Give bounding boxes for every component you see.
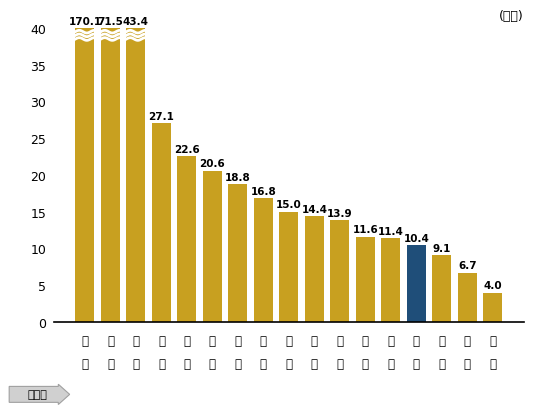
Text: 11.6: 11.6 <box>353 225 378 235</box>
Text: 71.5: 71.5 <box>98 17 123 27</box>
Text: 14.4: 14.4 <box>301 204 327 214</box>
Bar <box>305 216 324 322</box>
Text: 울: 울 <box>362 334 369 347</box>
Text: 170.1: 170.1 <box>69 17 102 27</box>
Bar <box>76 29 94 322</box>
Text: 경: 경 <box>82 334 89 347</box>
Text: 18.8: 18.8 <box>225 172 251 182</box>
Bar <box>279 212 299 322</box>
Bar <box>203 171 222 322</box>
Text: 주: 주 <box>311 357 318 370</box>
Text: 광: 광 <box>311 334 318 347</box>
Bar <box>177 157 197 322</box>
Text: 부: 부 <box>158 334 165 347</box>
Text: 남: 남 <box>234 357 241 370</box>
Text: 22.6: 22.6 <box>174 144 200 154</box>
Text: 제: 제 <box>489 334 496 347</box>
Text: 15.0: 15.0 <box>276 200 302 210</box>
Text: 경: 경 <box>260 334 267 347</box>
Text: 4.0: 4.0 <box>484 281 502 291</box>
Text: 경: 경 <box>184 334 191 347</box>
Text: 충: 충 <box>234 334 241 347</box>
Bar <box>483 293 502 322</box>
Text: 11.4: 11.4 <box>378 226 404 236</box>
FancyArrow shape <box>9 384 70 405</box>
Bar <box>356 237 375 322</box>
Text: 9.1: 9.1 <box>433 243 451 253</box>
Text: 서: 서 <box>107 334 114 347</box>
Text: 산: 산 <box>158 357 165 370</box>
Text: 구: 구 <box>209 357 216 370</box>
Text: 북: 북 <box>260 357 267 370</box>
Text: 북: 북 <box>336 357 343 370</box>
Text: 산: 산 <box>362 357 369 370</box>
Text: 대: 대 <box>209 334 216 347</box>
Text: 남: 남 <box>184 357 191 370</box>
Text: 인: 인 <box>132 334 139 347</box>
Bar <box>152 123 171 322</box>
Bar <box>228 184 247 322</box>
Text: 전: 전 <box>387 334 394 347</box>
Text: (만명): (만명) <box>499 10 524 23</box>
Text: 주: 주 <box>489 357 496 370</box>
Bar <box>126 29 145 322</box>
Text: 천: 천 <box>132 357 139 370</box>
Text: 10.4: 10.4 <box>403 234 429 244</box>
Text: 43.4: 43.4 <box>123 17 149 27</box>
Text: 13.9: 13.9 <box>327 208 353 218</box>
Text: 울: 울 <box>107 357 114 370</box>
Text: 16.8: 16.8 <box>251 187 276 197</box>
Text: 기: 기 <box>82 357 89 370</box>
Bar <box>101 29 120 322</box>
Text: 전: 전 <box>286 357 292 370</box>
Text: 6.7: 6.7 <box>458 261 477 271</box>
Bar <box>433 255 451 322</box>
Text: 충: 충 <box>336 334 343 347</box>
Text: 남: 남 <box>387 357 394 370</box>
Text: 대: 대 <box>286 334 292 347</box>
Bar <box>330 220 349 322</box>
Text: 북: 북 <box>413 357 420 370</box>
Bar <box>381 239 401 322</box>
Text: 세: 세 <box>464 334 471 347</box>
Text: 20.6: 20.6 <box>200 159 225 169</box>
Bar <box>458 273 477 322</box>
Text: 거주지: 거주지 <box>27 389 47 399</box>
Text: 종: 종 <box>464 357 471 370</box>
Bar <box>407 246 426 322</box>
Text: 27.1: 27.1 <box>148 111 174 121</box>
Text: 전: 전 <box>413 334 420 347</box>
Text: 원: 원 <box>438 357 445 370</box>
Text: 강: 강 <box>438 334 445 347</box>
Bar <box>254 199 273 322</box>
